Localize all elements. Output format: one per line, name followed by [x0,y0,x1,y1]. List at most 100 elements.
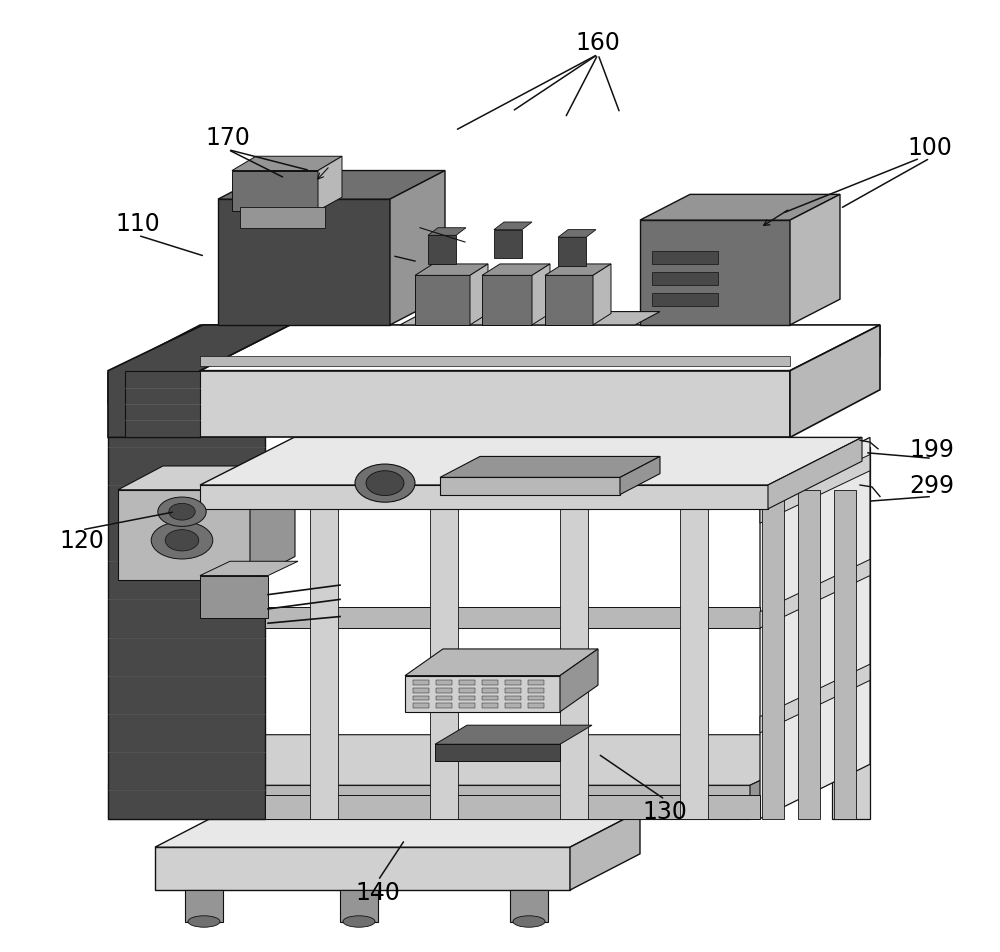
Polygon shape [560,476,588,819]
Polygon shape [200,328,880,376]
Polygon shape [218,200,390,326]
Bar [436,688,452,693]
Polygon shape [470,265,488,326]
Polygon shape [108,400,265,819]
Polygon shape [768,438,862,509]
Bar [413,681,429,685]
Ellipse shape [513,916,545,927]
Polygon shape [652,272,718,286]
Bar [413,696,429,701]
Bar [482,696,498,701]
Polygon shape [482,276,532,326]
Polygon shape [640,221,790,326]
Polygon shape [400,312,660,326]
Bar [505,688,521,693]
Bar [528,696,544,701]
Polygon shape [108,326,290,438]
Polygon shape [790,326,880,438]
Polygon shape [834,490,856,819]
Polygon shape [680,476,708,819]
Polygon shape [652,293,718,307]
Polygon shape [155,847,570,890]
Polygon shape [494,223,532,230]
Bar [505,681,521,685]
Polygon shape [760,560,870,628]
Polygon shape [482,265,550,276]
Ellipse shape [188,916,220,927]
Polygon shape [430,476,458,819]
Polygon shape [318,157,342,211]
Polygon shape [640,195,840,221]
Polygon shape [760,664,870,733]
Polygon shape [200,562,298,576]
Polygon shape [750,447,870,819]
Polygon shape [494,230,522,259]
Polygon shape [760,455,870,524]
Text: 299: 299 [910,473,954,498]
Text: 120: 120 [60,528,104,553]
Polygon shape [218,171,445,200]
Polygon shape [440,457,660,478]
Bar [459,696,475,701]
Polygon shape [545,276,593,326]
Polygon shape [108,326,290,405]
Polygon shape [265,795,760,819]
Polygon shape [510,890,548,922]
Bar [459,688,475,693]
Bar [505,696,521,701]
Ellipse shape [169,504,195,521]
Polygon shape [798,490,820,819]
Polygon shape [790,326,880,405]
Polygon shape [155,811,640,847]
Polygon shape [405,676,560,712]
Bar [436,704,452,708]
Polygon shape [570,811,640,890]
Bar [528,681,544,685]
Bar [528,688,544,693]
Polygon shape [185,890,223,922]
Polygon shape [750,735,858,819]
Polygon shape [200,373,790,405]
Polygon shape [265,607,760,628]
Bar [528,704,544,708]
Text: 130: 130 [643,799,687,823]
Polygon shape [340,890,378,922]
Polygon shape [790,195,840,326]
Ellipse shape [355,465,415,503]
Bar [459,704,475,708]
Bar [482,688,498,693]
Polygon shape [200,438,862,486]
Polygon shape [440,478,620,495]
Ellipse shape [151,522,213,560]
Polygon shape [200,357,790,367]
Ellipse shape [343,916,375,927]
Ellipse shape [158,498,206,526]
Polygon shape [108,735,858,785]
Polygon shape [108,785,750,819]
Polygon shape [832,447,870,819]
Polygon shape [200,576,268,619]
Polygon shape [428,228,466,236]
Polygon shape [415,265,488,276]
Text: 110: 110 [116,211,160,236]
Polygon shape [652,251,718,265]
Polygon shape [200,486,768,509]
Polygon shape [108,354,360,400]
Text: 199: 199 [910,437,954,462]
Text: 140: 140 [356,880,400,904]
Bar [436,681,452,685]
Bar [505,704,521,708]
Bar [482,704,498,708]
Bar [482,681,498,685]
Polygon shape [620,457,660,495]
Polygon shape [118,466,295,490]
Polygon shape [558,230,596,238]
Ellipse shape [165,530,199,551]
Polygon shape [435,744,560,762]
Bar [413,688,429,693]
Polygon shape [558,238,586,267]
Polygon shape [762,490,784,819]
Polygon shape [108,352,880,400]
Polygon shape [250,466,295,581]
Polygon shape [232,157,342,171]
